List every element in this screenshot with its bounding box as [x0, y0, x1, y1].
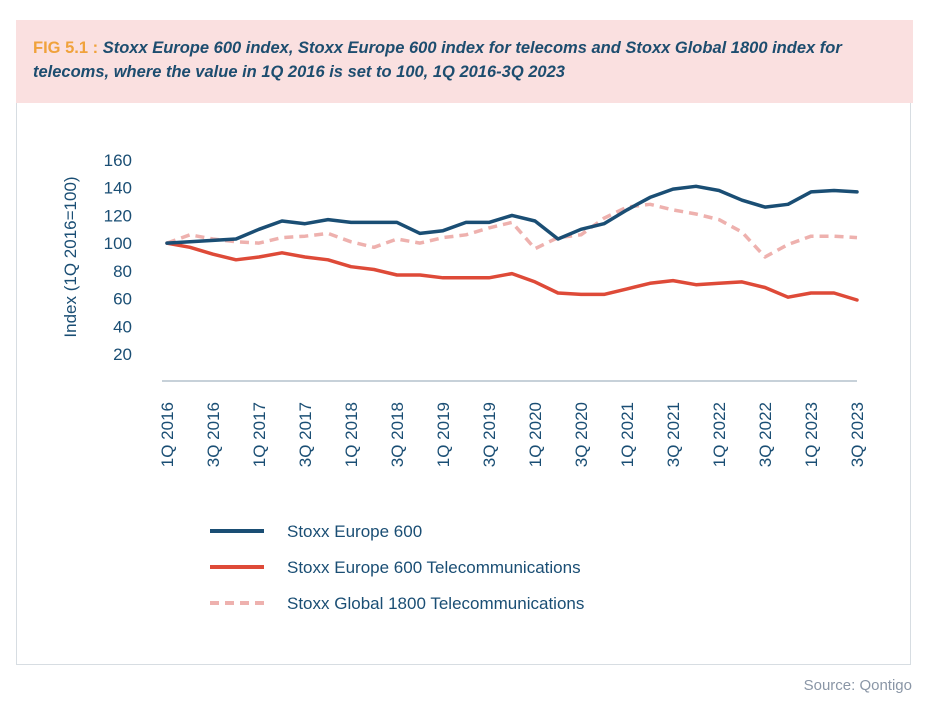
- x-tick-label: 3Q 2020: [572, 402, 591, 467]
- figure-title: FIG 5.1 : Stoxx Europe 600 index, Stoxx …: [33, 36, 913, 84]
- y-axis-label: Index (1Q 2016=100): [61, 176, 80, 337]
- x-tick-label: 1Q 2022: [710, 402, 729, 467]
- y-tick-label: 60: [113, 290, 132, 309]
- x-tick-label: 1Q 2016: [158, 402, 177, 467]
- y-tick-label: 140: [104, 179, 132, 198]
- x-tick-label: 1Q 2019: [434, 402, 453, 467]
- y-tick-label: 40: [113, 317, 132, 336]
- x-axis-ticks: 1Q 2016 3Q 2016 1Q 2017 3Q 2017 1Q 2018 3Q 20…: [158, 402, 867, 467]
- series-line-3: [166, 202, 858, 259]
- x-tick-label: 3Q 2016: [204, 402, 223, 467]
- x-tick-label: 1Q 2021: [618, 402, 637, 467]
- x-tick-label: 3Q 2019: [480, 402, 499, 467]
- x-tick-label: 1Q 2020: [526, 402, 545, 467]
- figure-header: FIG 5.1 : Stoxx Europe 600 index, Stoxx …: [16, 20, 913, 103]
- series-line-1: [165, 184, 859, 245]
- series-line-2: [165, 241, 859, 302]
- figure-label: FIG 5.1 :: [33, 39, 99, 57]
- figure-title-text: Stoxx Europe 600 index, Stoxx Europe 600…: [33, 39, 842, 81]
- source-note: Source: Qontigo: [803, 677, 912, 694]
- x-tick-label: 1Q 2018: [342, 402, 361, 467]
- x-tick-label: 3Q 2018: [388, 402, 407, 467]
- y-tick-label: 100: [104, 234, 132, 253]
- legend-label: Stoxx Europe 600 Telecommunications: [287, 558, 581, 577]
- legend-label: Stoxx Global 1800 Telecommunications: [287, 594, 584, 613]
- legend: Stoxx Europe 600 Stoxx Europe 600 Telecom…: [210, 522, 584, 613]
- y-axis-ticks: 20 40 60 80 100 120 140 160: [104, 151, 132, 364]
- x-tick-label: 3Q 2021: [664, 402, 683, 467]
- x-tick-label: 3Q 2022: [756, 402, 775, 467]
- y-tick-label: 120: [104, 206, 132, 225]
- y-axis-label-group: Index (1Q 2016=100): [61, 176, 80, 337]
- y-tick-label: 20: [113, 345, 132, 364]
- x-tick-label: 1Q 2023: [802, 402, 821, 467]
- chart-frame: [16, 103, 911, 665]
- x-tick-label: 1Q 2017: [250, 402, 269, 467]
- series-lines: [165, 184, 859, 302]
- x-tick-label: 3Q 2023: [848, 402, 867, 467]
- y-tick-label: 160: [104, 151, 132, 170]
- legend-label: Stoxx Europe 600: [287, 522, 422, 541]
- y-tick-label: 80: [113, 262, 132, 281]
- x-tick-label: 3Q 2017: [296, 402, 315, 467]
